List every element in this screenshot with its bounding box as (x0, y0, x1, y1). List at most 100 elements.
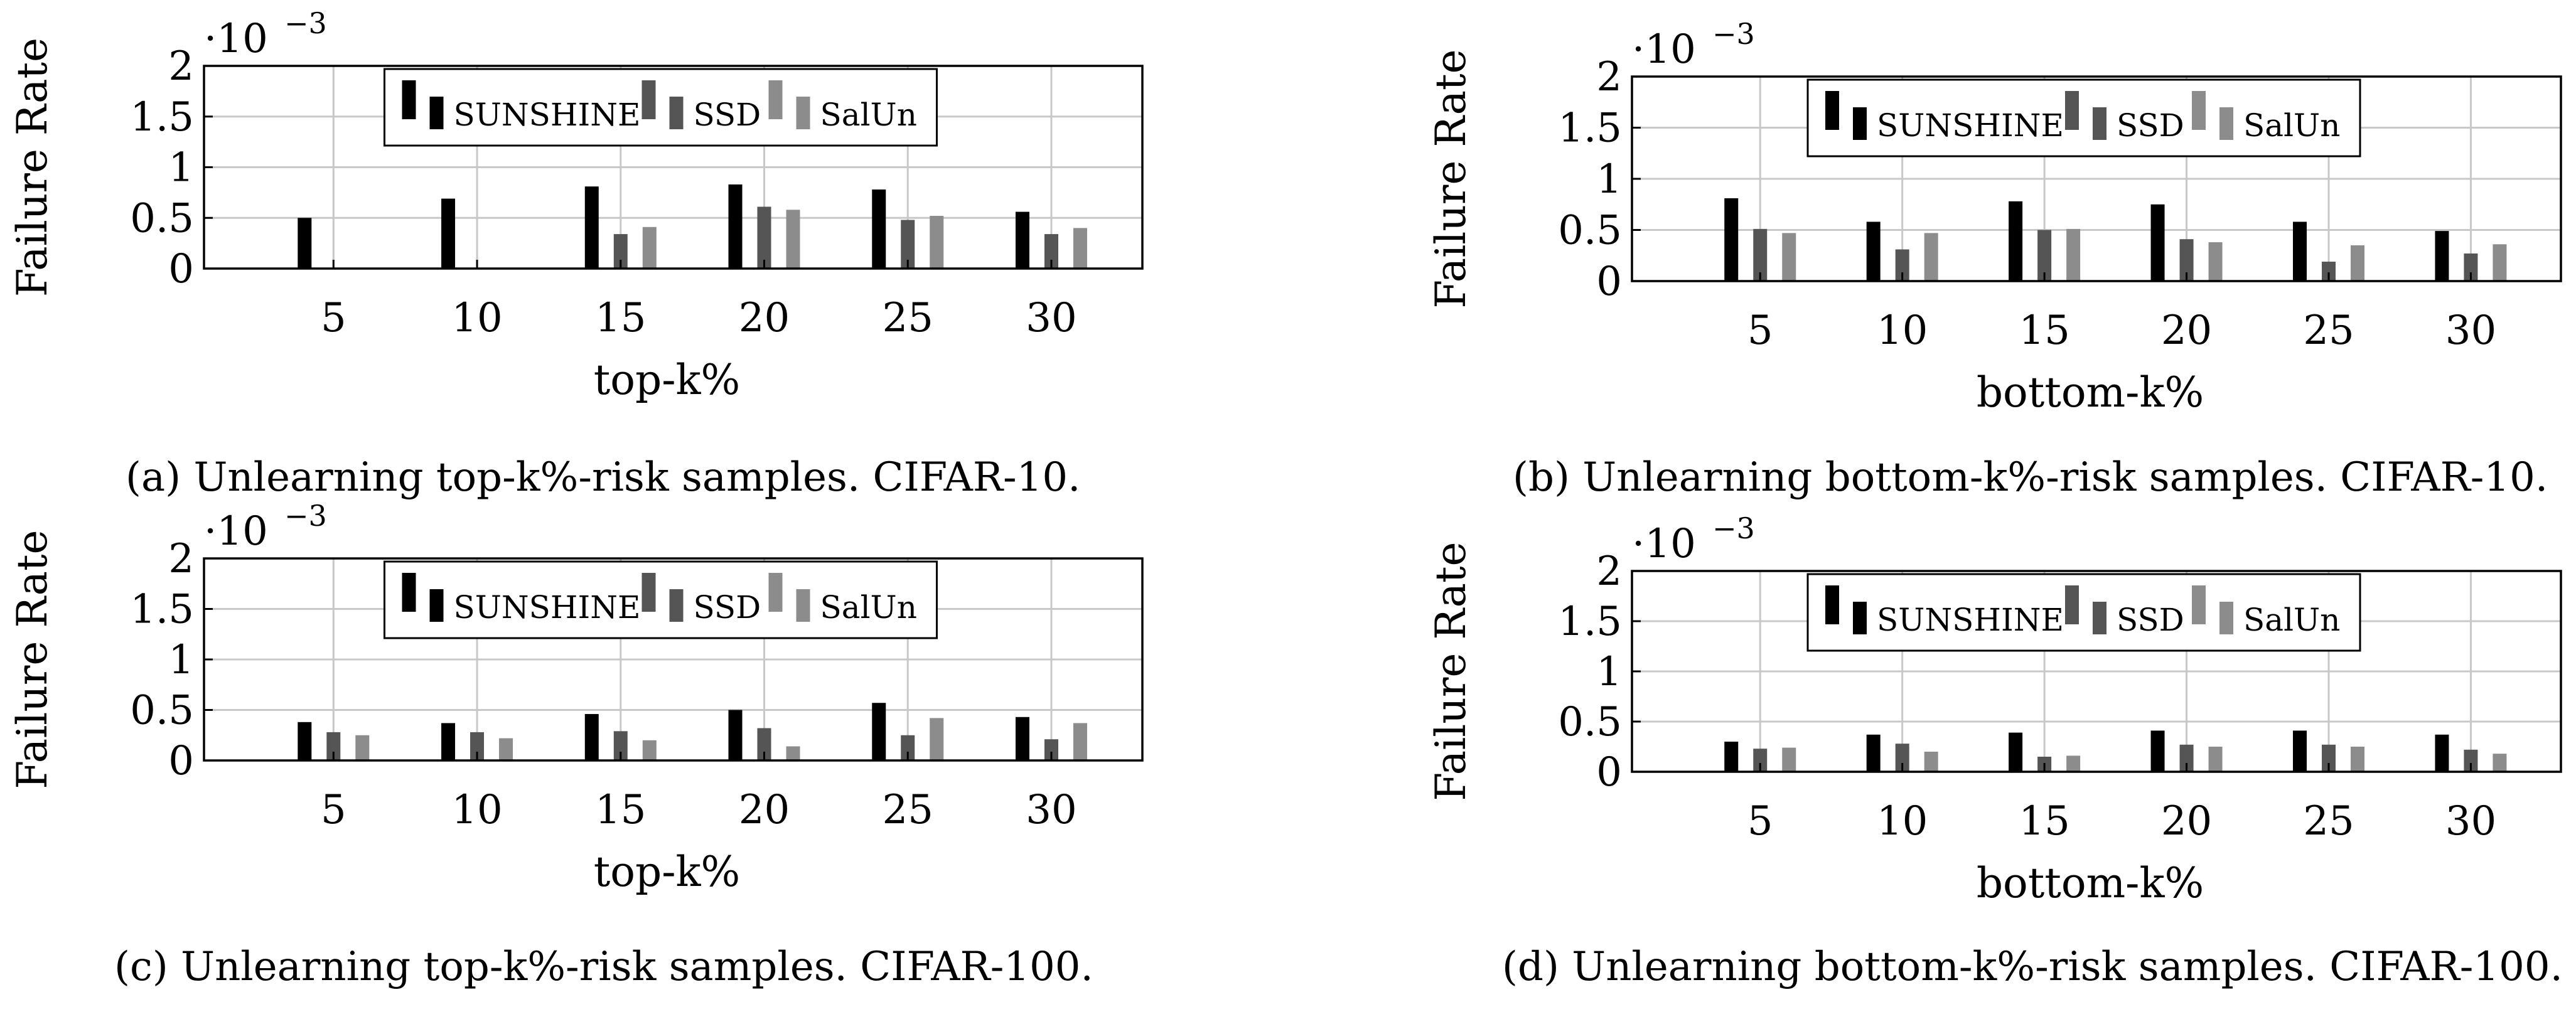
y-tick-label: 1.5 (130, 94, 194, 141)
chart-caption: (d) Unlearning bottom-k%-risk samples. C… (1502, 944, 2563, 990)
legend: SUNSHINE SSD SalUn (1806, 573, 2361, 652)
bar-ssd-25 (2322, 744, 2336, 772)
x-tick-label: 15 (595, 295, 646, 341)
x-tick-label: 20 (739, 787, 790, 833)
x-tick-label: 30 (2445, 307, 2496, 354)
x-tick-label: 15 (595, 787, 646, 833)
bar-sunshine-20 (2150, 730, 2165, 772)
bar-salun-20 (786, 210, 800, 269)
bar-sunshine-5 (1724, 198, 1739, 281)
legend-swatch-salun (768, 573, 810, 622)
y-tick-label: 1.5 (1558, 105, 1622, 152)
y-axis-label: Failure Rate (8, 530, 56, 789)
bar-sunshine-30 (1015, 717, 1029, 760)
x-tick-label: 10 (451, 787, 502, 833)
legend-label-ssd: SSD (2117, 107, 2184, 144)
legend-label-salun: SalUn (2243, 602, 2340, 638)
x-tick-label: 5 (1747, 307, 1773, 354)
bar-sunshine-10 (441, 723, 456, 760)
bar-ssd-25 (2322, 262, 2336, 281)
y-scale-exponent: −3 (1712, 511, 1755, 545)
x-tick-label: 30 (2445, 798, 2496, 845)
legend-label-ssd: SSD (694, 97, 761, 133)
y-tick-label: 0.5 (1558, 208, 1622, 254)
legend-swatch-salun (768, 80, 810, 129)
y-tick-label: 1 (168, 145, 194, 191)
legend-swatch-sunshine (1825, 585, 1867, 634)
x-tick-label: 25 (883, 295, 933, 341)
x-tick-label: 15 (2019, 798, 2069, 845)
legend-box (1806, 573, 2361, 652)
bar-ssd-10 (470, 732, 485, 760)
bar-salun-25 (2351, 245, 2364, 281)
x-tick-label: 5 (1747, 798, 1773, 845)
y-tick-label: 1 (1596, 156, 1622, 203)
bar-sunshine-20 (2150, 204, 2165, 281)
x-tick-label: 20 (2161, 307, 2212, 354)
bar-ssd-10 (1895, 744, 1909, 772)
legend-swatch-salun (2192, 91, 2233, 140)
chart-caption: (b) Unlearning bottom-k%-risk samples. C… (1513, 454, 2548, 501)
bar-salun-25 (2351, 747, 2364, 772)
y-tick-label: 2 (1596, 548, 1622, 595)
x-tick-label: 5 (321, 787, 346, 833)
x-tick-label: 20 (739, 295, 790, 341)
legend-swatch-sunshine (1825, 91, 1867, 140)
x-axis-label: top-k% (594, 356, 741, 404)
x-tick-label: 10 (1877, 307, 1928, 354)
bar-sunshine-25 (2293, 730, 2307, 772)
legend-label-sunshine: SUNSHINE (454, 589, 641, 626)
legend-box (384, 68, 938, 147)
bar-ssd-5 (1753, 228, 1768, 281)
y-axis-label: Failure Rate (8, 38, 56, 297)
chart-caption: (a) Unlearning top-k%-risk samples. CIFA… (126, 454, 1080, 501)
legend-label-salun: SalUn (820, 97, 917, 133)
legend-label-salun: SalUn (2243, 107, 2340, 144)
bar-salun-10 (499, 738, 513, 760)
legend-swatch-ssd (2065, 91, 2106, 140)
y-scale-label: ·10 (204, 16, 268, 62)
bar-ssd-20 (2179, 239, 2194, 281)
bar-salun-20 (786, 746, 800, 760)
bar-salun-5 (1782, 747, 1796, 772)
legend-label-sunshine: SUNSHINE (1877, 107, 2064, 144)
bar-salun-30 (1073, 723, 1087, 760)
bar-sunshine-10 (441, 198, 456, 269)
bar-sunshine-10 (1866, 734, 1881, 772)
x-tick-label: 30 (1026, 787, 1076, 833)
legend-swatch-ssd (641, 80, 684, 129)
bar-salun-15 (642, 227, 657, 269)
bar-sunshine-30 (2435, 734, 2449, 772)
y-tick-label: 2 (168, 536, 194, 582)
bar-salun-20 (2208, 747, 2223, 772)
y-tick-label: 2 (168, 43, 194, 90)
legend-box (384, 560, 938, 639)
y-tick-label: 2 (1596, 54, 1622, 100)
x-tick-label: 30 (1026, 295, 1076, 341)
bar-sunshine-20 (728, 710, 743, 760)
x-tick-label: 15 (2019, 307, 2069, 354)
y-tick-label: 0 (168, 246, 194, 292)
legend-swatch-sunshine (402, 80, 444, 129)
legend: SUNSHINE SSD SalUn (384, 560, 938, 639)
y-tick-label: 0.5 (1558, 699, 1622, 745)
x-axis-label: top-k% (594, 848, 741, 896)
bar-sunshine-15 (584, 713, 599, 760)
legend-label-sunshine: SUNSHINE (454, 97, 641, 133)
y-tick-label: 0 (168, 738, 194, 784)
legend-label-ssd: SSD (2117, 602, 2184, 638)
bar-sunshine-5 (1724, 742, 1739, 772)
bar-ssd-30 (2464, 253, 2478, 281)
x-axis-label: bottom-k% (1977, 368, 2204, 417)
y-axis-label: Failure Rate (1427, 49, 1475, 308)
legend-label-salun: SalUn (820, 589, 917, 626)
bar-salun-20 (2208, 242, 2223, 281)
bar-ssd-25 (901, 735, 915, 760)
bar-sunshine-25 (2293, 221, 2307, 281)
bar-ssd-5 (326, 732, 341, 760)
bar-sunshine-15 (2009, 201, 2023, 281)
